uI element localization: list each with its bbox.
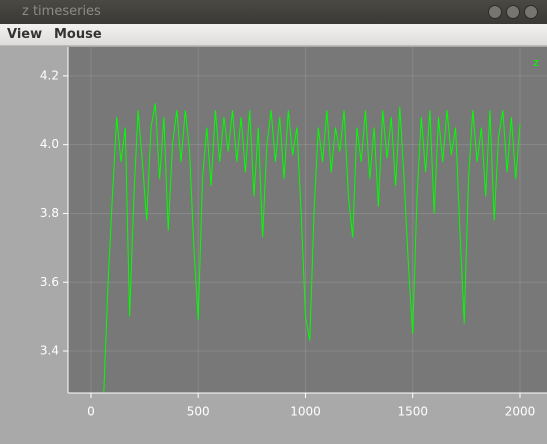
close-button[interactable] [524, 5, 538, 19]
maximize-button[interactable] [506, 5, 520, 19]
y-tick-label: 3.4 [40, 344, 59, 358]
plot-area [68, 47, 547, 393]
menu-bar: View Mouse [0, 24, 547, 46]
y-tick-label: 3.8 [40, 206, 59, 220]
x-tick-label: 500 [187, 405, 210, 419]
menu-item[interactable]: Mouse [54, 27, 102, 42]
y-tick-label: 4.0 [40, 137, 59, 151]
minimize-button[interactable] [488, 5, 502, 19]
y-tick-label: 4.2 [40, 68, 59, 82]
menu-item[interactable]: View [7, 27, 43, 42]
x-tick-label: 2000 [505, 405, 536, 419]
x-tick-label: 1000 [290, 405, 321, 419]
x-tick-label: 0 [87, 405, 95, 419]
title-bar: z timeseries [0, 0, 547, 24]
line-series [103, 103, 521, 393]
window-title: z timeseries [22, 4, 101, 19]
y-tick-label: 3.6 [40, 275, 59, 289]
x-tick-label: 1500 [397, 405, 428, 419]
legend-entry: z [533, 56, 539, 69]
